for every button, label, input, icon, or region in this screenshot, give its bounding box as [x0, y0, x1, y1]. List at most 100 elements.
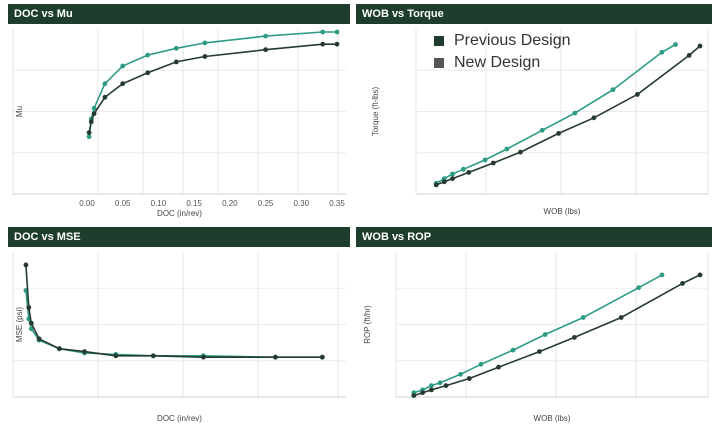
data-point	[429, 387, 434, 393]
data-point	[673, 42, 678, 47]
x-tick-label: 0.05	[115, 199, 131, 208]
y-axis-label: Torque (ft-lbs)	[371, 86, 380, 136]
data-point	[518, 149, 523, 155]
data-point	[450, 176, 455, 182]
x-tick-label: 0.30	[293, 199, 309, 208]
x-tick-label: 0.15	[186, 199, 202, 208]
data-point	[572, 110, 578, 116]
x-axis-label: DOC (in/rev)	[157, 209, 202, 218]
data-point	[334, 29, 340, 35]
data-point	[490, 160, 496, 166]
series-line-new-design	[88, 43, 337, 133]
data-point	[478, 361, 484, 367]
legend-item: New Design	[434, 52, 571, 74]
data-point	[202, 54, 208, 59]
data-point	[173, 59, 179, 65]
data-point	[636, 285, 642, 291]
data-point	[28, 320, 34, 326]
data-point	[263, 33, 268, 39]
legend-swatch	[434, 58, 444, 68]
data-point	[113, 353, 119, 359]
series-line-new-design	[25, 264, 323, 358]
data-point	[23, 262, 29, 268]
data-point	[86, 130, 92, 135]
y-axis-label: Mu	[15, 106, 24, 117]
x-tick-label: 0.10	[151, 199, 167, 208]
data-point	[537, 349, 542, 354]
data-point	[618, 315, 624, 320]
chart-title: DOC vs MSE	[8, 227, 350, 247]
data-point	[458, 371, 463, 377]
data-point	[433, 182, 439, 188]
data-point	[441, 179, 447, 185]
data-point	[202, 40, 208, 46]
y-axis-label: MSE (psi)	[15, 307, 24, 342]
x-tick-label: 0.00	[79, 199, 95, 208]
legend-label: Previous Design	[454, 32, 571, 49]
data-point	[102, 94, 108, 100]
data-point	[429, 383, 434, 388]
data-point	[28, 326, 34, 332]
data-point	[91, 105, 97, 111]
data-point	[91, 111, 97, 116]
data-point	[697, 43, 703, 49]
data-point	[173, 45, 179, 51]
chart-title: DOC vs Mu	[8, 4, 350, 24]
x-tick-label: 0.20	[222, 199, 238, 208]
series-line-previous-design	[25, 290, 323, 358]
data-point	[450, 171, 455, 177]
data-point	[150, 353, 156, 359]
data-point	[697, 272, 703, 278]
data-point	[542, 332, 548, 337]
x-axis-label: WOB (lbs)	[544, 207, 581, 216]
data-point	[145, 70, 151, 76]
data-point	[443, 383, 449, 388]
data-point	[263, 47, 268, 53]
series-line-previous-design	[88, 31, 337, 137]
x-tick-label: 0.25	[258, 199, 274, 208]
data-point	[591, 115, 597, 121]
legend-label: New Design	[454, 54, 541, 71]
data-point	[437, 380, 443, 386]
data-point	[145, 52, 151, 58]
chart-legend: Previous Design New Design	[434, 30, 571, 74]
chart-panel-doc-mu: DOC vs Mu 0.00 0.05 0.10 0.15 0.20 0.25 0.30 0.…	[8, 4, 350, 223]
data-point	[86, 134, 92, 140]
data-point	[482, 157, 488, 163]
chart-title: WOB vs ROP	[356, 227, 712, 247]
data-point	[26, 305, 32, 310]
data-point	[680, 281, 685, 286]
data-point	[36, 336, 42, 342]
series-line-new-design	[413, 274, 701, 397]
chart-plot: WOB (lbs) ROP (ft/hr)	[363, 252, 709, 423]
x-axis-label: WOB (lbs)	[534, 414, 571, 423]
x-tick-label: 0.35	[329, 199, 345, 208]
data-point	[572, 335, 577, 340]
chart-plot: DOC (in/rev) MSE (psi)	[12, 252, 346, 423]
data-point	[466, 376, 472, 381]
data-point	[411, 393, 417, 398]
data-point	[504, 146, 510, 152]
chart-panel-wob-rop: WOB vs ROP WOB (lbs) ROP (ft/hr)	[356, 227, 712, 425]
data-point	[496, 364, 501, 370]
x-axis-label: DOC (in/rev)	[157, 414, 202, 423]
data-point	[320, 29, 326, 35]
data-point	[334, 41, 340, 47]
y-axis-label: ROP (ft/hr)	[363, 305, 372, 344]
data-point	[120, 63, 126, 69]
data-point	[273, 354, 278, 360]
data-point	[461, 166, 466, 172]
data-point	[82, 349, 87, 354]
data-point	[319, 354, 325, 360]
data-point	[510, 347, 516, 353]
data-point	[539, 127, 545, 133]
data-point	[420, 390, 425, 396]
data-point	[659, 49, 665, 55]
legend-swatch	[434, 36, 444, 46]
data-point	[88, 119, 94, 125]
data-point	[57, 346, 62, 352]
data-point	[686, 53, 692, 58]
chart-panel-wob-torque: WOB vs Torque WOB (lbs) Torque (ft-lbs) P…	[356, 4, 712, 223]
data-point	[580, 315, 586, 320]
chart-plot: 0.00 0.05 0.10 0.15 0.20 0.25 0.30 0.35 DOC (in/…	[12, 29, 346, 218]
